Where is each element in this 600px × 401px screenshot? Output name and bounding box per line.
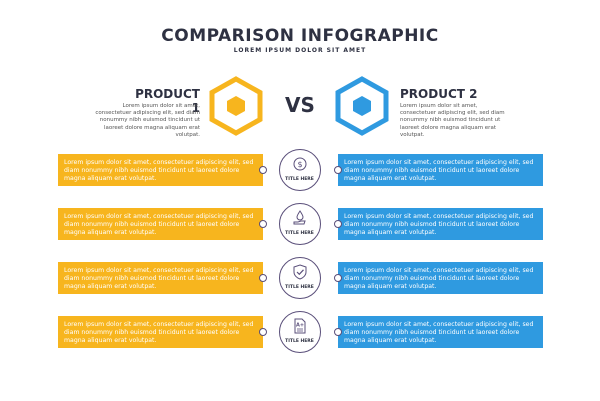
row-2-left-text: Lorem ipsum dolor sit amet, consectetuer… [64,213,254,236]
product-2-description: Lorem ipsum dolor sit amet, consectetuer… [400,103,505,138]
row-3-right-bar: Lorem ipsum dolor sit amet, consectetuer… [334,262,543,294]
row-4-left-text: Lorem ipsum dolor sit amet, consectetuer… [64,321,254,344]
shield-check-icon [293,264,307,280]
row-2-right-bar: Lorem ipsum dolor sit amet, consectetuer… [334,208,543,240]
row-2-right-text: Lorem ipsum dolor sit amet, consectetuer… [344,213,534,236]
row-3-left-bar: Lorem ipsum dolor sit amet, consectetuer… [58,262,267,294]
connector-dot [259,274,267,282]
dollar-coin-icon: $ [293,157,307,171]
connector-dot [259,220,267,228]
connector-dot [334,274,342,282]
connector-dot [259,328,267,336]
row-1-right-bar: Lorem ipsum dolor sit amet, consectetuer… [334,154,543,186]
grade-label: A+ [296,323,304,329]
page-title: COMPARISON INFOGRAPHIC [161,26,439,46]
page-subtitle: LOREM IPSUM DOLOR SIT AMET [233,47,367,54]
row-4-right-bar: Lorem ipsum dolor sit amet, consectetuer… [334,316,543,348]
row-1-left-text: Lorem ipsum dolor sit amet, consectetuer… [64,159,254,182]
product-2-hexagon-icon [335,76,389,136]
row-1-left-bar: Lorem ipsum dolor sit amet, consectetuer… [58,154,267,186]
connector-dot [334,220,342,228]
row-1-title: TITLE HERE [285,177,314,182]
product-1-hexagon-icon [209,76,263,136]
row-4-title: TITLE HERE [285,339,314,344]
row-4-left-bar: Lorem ipsum dolor sit amet, consectetuer… [58,316,267,348]
hand-water-drop-icon [293,210,306,225]
row-3-left-text: Lorem ipsum dolor sit amet, consectetuer… [64,267,254,290]
product-1-description: Lorem ipsum dolor sit amet, consectetuer… [95,103,200,138]
row-4-icon-circle: A+ TITLE HERE [279,311,321,353]
product-2-name: PRODUCT 2 [400,87,478,101]
row-1-icon-circle: $ TITLE HERE [279,149,321,191]
row-2-icon-circle: TITLE HERE [279,203,321,245]
row-2-left-bar: Lorem ipsum dolor sit amet, consectetuer… [58,208,267,240]
row-3-title: TITLE HERE [285,285,314,290]
connector-dot [259,166,267,174]
svg-text:$: $ [297,160,302,169]
row-4-right-text: Lorem ipsum dolor sit amet, consectetuer… [344,321,534,344]
connector-dot [334,328,342,336]
row-3-icon-circle: TITLE HERE [279,257,321,299]
row-1-right-text: Lorem ipsum dolor sit amet, consectetuer… [344,159,534,182]
connector-dot [334,166,342,174]
row-3-right-text: Lorem ipsum dolor sit amet, consectetuer… [344,267,534,290]
vs-label: VS [285,93,315,117]
row-2-title: TITLE HERE [285,231,314,236]
product-1-name: PRODUCT 1 [135,87,200,115]
grade-document-icon: A+ [294,318,306,334]
